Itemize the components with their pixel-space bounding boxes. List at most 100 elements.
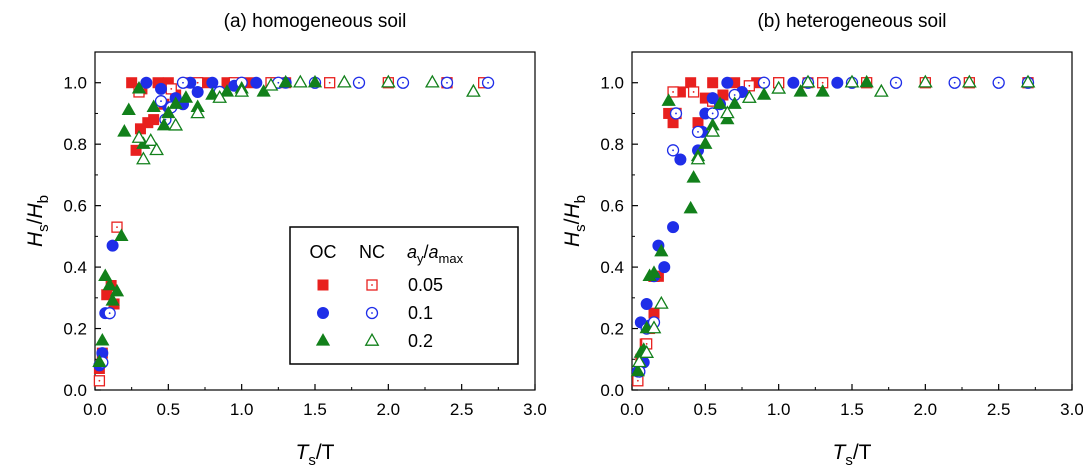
x-tick-label: 1.0: [767, 400, 791, 419]
x-tick-label: 2.5: [987, 400, 1011, 419]
legend-marker-oc-square: [317, 279, 329, 291]
point-triangle-filled: [859, 74, 874, 88]
x-tick-label: 1.5: [303, 400, 327, 419]
x-tick-label: 2.0: [377, 400, 401, 419]
point-triangle-open: [1020, 74, 1036, 88]
x-tick-label: 1.0: [230, 400, 254, 419]
point-circle-open-center-dot: [277, 81, 280, 84]
legend-box: [289, 226, 519, 365]
point-triangle-filled: [278, 74, 293, 88]
point-circle-open-center-dot: [446, 81, 448, 84]
y-axis-label: Hs/Hb: [561, 195, 589, 247]
point-triangle-filled: [178, 90, 194, 103]
point-triangle-open: [705, 123, 721, 137]
point-square-open-center-dot: [636, 379, 639, 382]
point-circle-open-center-dot: [672, 149, 674, 152]
point-square-filled: [707, 77, 719, 89]
point-square-open-center-dot: [821, 81, 824, 84]
point-circle-filled: [140, 76, 153, 89]
point-circle-open-center-dot: [487, 81, 489, 84]
point-triangle-open: [631, 354, 647, 368]
point-triangle-filled: [109, 283, 125, 297]
point-square-open-center-dot: [692, 91, 695, 93]
x-tick-label: 0.5: [157, 400, 181, 419]
legend-label: 0.2: [408, 331, 433, 351]
plot-frame: [631, 51, 1073, 391]
point-triangle-open: [639, 344, 655, 358]
point-triangle-open: [292, 74, 308, 88]
point-circle-filled: [640, 297, 653, 310]
point-triangle-filled: [686, 170, 701, 183]
point-triangle-open: [190, 105, 206, 119]
point-triangle-filled: [646, 265, 662, 278]
point-circle-open-center-dot: [402, 81, 404, 84]
point-triangle-open: [961, 74, 977, 88]
point-circle-filled: [674, 153, 687, 166]
x-tick-label: 0.0: [83, 400, 107, 419]
point-circle-filled: [721, 76, 734, 89]
legend-header-ratio: ay/amax: [407, 242, 464, 266]
data-points: [92, 74, 495, 387]
point-triangle-filled: [131, 81, 147, 94]
point-square-open-center-dot: [328, 81, 331, 84]
point-circle-filled: [155, 82, 167, 95]
point-triangle-filled: [114, 228, 129, 242]
point-circle-filled: [250, 76, 263, 89]
point-triangle-open: [380, 74, 396, 88]
point-triangle-filled: [756, 87, 772, 100]
point-triangle-open: [800, 74, 816, 88]
point-circle-filled: [658, 261, 671, 274]
point-triangle-open: [844, 74, 860, 88]
point-square-filled: [148, 114, 160, 126]
point-square-open-center-dot: [672, 91, 674, 93]
point-circle-filled: [191, 85, 204, 98]
point-triangle-open: [149, 142, 164, 156]
legend-header-oc: OC: [310, 242, 337, 262]
point-square-open-center-dot: [116, 226, 118, 229]
x-tick-label: 1.5: [840, 400, 864, 419]
legend-rows: 0.05 0.1 0.2: [315, 275, 443, 351]
y-axis-label: Hs/Hb: [24, 195, 52, 247]
point-circle-open-center-dot: [160, 100, 162, 103]
point-triangle-filled: [219, 84, 235, 97]
x-tick-label: 2.5: [450, 400, 474, 419]
point-triangle-filled: [661, 93, 676, 106]
point-triangle-filled: [727, 96, 742, 109]
point-triangle-open: [719, 105, 735, 119]
y-tick-label: 1.0: [600, 74, 624, 93]
panel-homogeneous: (a) homogeneous soil 0.0 0.5 1.0 1.5 2.0 2.5 3…: [24, 11, 547, 469]
point-triangle-open: [917, 74, 933, 88]
point-triangle-open: [234, 83, 250, 97]
point-circle-open-center-dot: [763, 81, 765, 84]
point-square-filled: [685, 77, 697, 89]
point-square-open-center-dot: [645, 343, 648, 345]
point-circle-filled: [787, 76, 800, 89]
x-tick-label: 3.0: [1060, 400, 1083, 419]
point-triangle-open: [653, 295, 669, 309]
point-triangle-filled: [630, 363, 645, 377]
point-triangle-filled: [105, 293, 120, 306]
point-circle-filled: [667, 221, 680, 234]
y-tick-label: 1.0: [63, 74, 87, 93]
point-triangle-filled: [307, 74, 323, 88]
point-triangle-open: [646, 320, 662, 334]
point-triangle-open: [873, 83, 889, 97]
point-triangle-filled: [95, 333, 110, 346]
y-tick-label: 0.4: [63, 258, 87, 277]
legend-marker-oc-circle: [317, 307, 329, 319]
point-triangle-open: [131, 129, 147, 143]
point-triangle-filled: [712, 96, 728, 109]
x-tick-label: 3.0: [523, 400, 547, 419]
point-triangle-open: [143, 132, 159, 146]
legend-label: 0.05: [408, 275, 443, 295]
point-circle-open-center-dot: [108, 312, 111, 315]
point-square-open-center-dot: [196, 81, 199, 84]
point-circle-open-center-dot: [733, 94, 736, 96]
axis-ticks: 0.0 0.5 1.0 1.5 2.0 2.5 3.0 0.0 0.2 0.4 0.6 0.8 1.0: [600, 51, 1083, 419]
point-triangle-filled: [92, 354, 107, 368]
point-triangle-filled: [683, 200, 698, 214]
point-circle-open-center-dot: [675, 112, 677, 115]
point-circle-filled: [106, 239, 119, 252]
point-circle-open-center-dot: [358, 81, 360, 84]
